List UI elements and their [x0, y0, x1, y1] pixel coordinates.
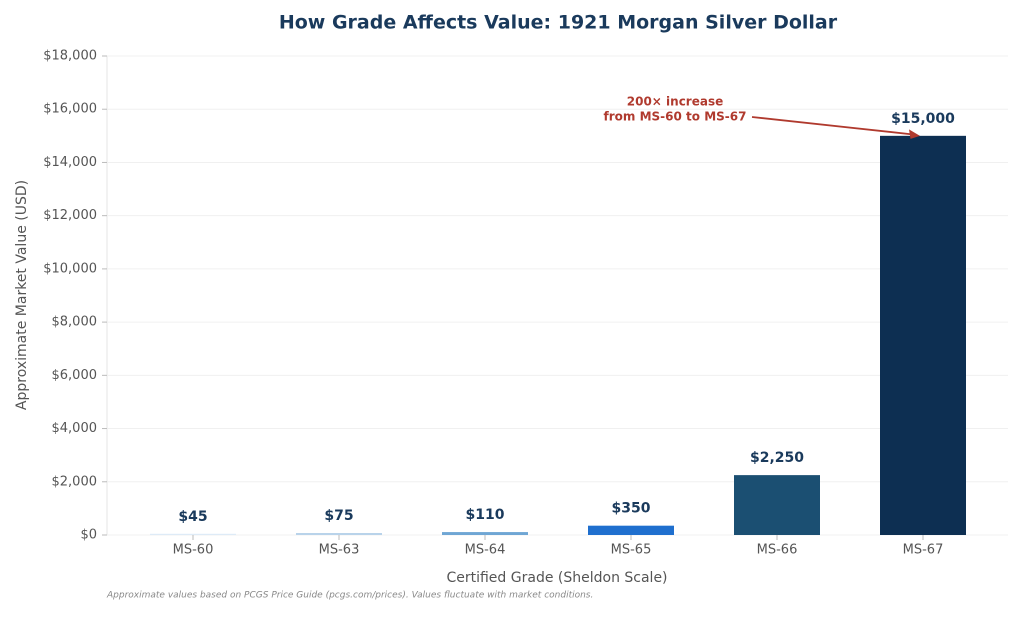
x-tick-label: MS-67: [903, 543, 944, 558]
x-tick-label: MS-63: [319, 543, 360, 558]
y-tick-label: $10,000: [43, 261, 97, 276]
annotation: from MS-60 to MS-67: [604, 110, 747, 124]
value-label: $2,250: [750, 450, 804, 466]
x-tick-label: MS-65: [611, 543, 652, 558]
x-tick-label: MS-66: [757, 543, 798, 558]
x-axis-label: Certified Grade (Sheldon Scale): [446, 570, 667, 586]
y-tick-label: $16,000: [43, 102, 97, 117]
footnote: Approximate values based on PCGS Price G…: [106, 591, 593, 601]
bar: [588, 525, 674, 535]
y-tick-label: $14,000: [43, 155, 97, 170]
y-tick-label: $18,000: [43, 49, 97, 64]
value-label: $110: [466, 507, 505, 523]
annotation-arrow: [751, 116, 913, 136]
bar: [442, 532, 528, 535]
y-tick-label: $0: [80, 528, 97, 543]
y-tick-label: $8,000: [52, 315, 98, 330]
value-label: $350: [612, 501, 651, 517]
bar: [734, 475, 820, 535]
bar: [150, 533, 236, 535]
y-axis-label: Approximate Market Value (USD): [14, 180, 30, 410]
x-tick-label: MS-60: [173, 543, 214, 558]
y-tick-label: $4,000: [52, 421, 98, 436]
x-tick-label: MS-64: [465, 543, 506, 558]
y-tick-label: $12,000: [43, 208, 97, 223]
y-tick-label: $2,000: [52, 474, 98, 489]
annotation-arrowhead: [909, 129, 920, 139]
bar: [880, 135, 966, 536]
bar: [296, 533, 382, 535]
annotation: 200× increase: [627, 95, 724, 109]
value-label: $15,000: [891, 111, 955, 127]
y-tick-label: $6,000: [52, 368, 98, 383]
value-label: $75: [324, 508, 353, 524]
value-label: $45: [178, 509, 207, 525]
chart-title: How Grade Affects Value: 1921 Morgan Sil…: [279, 12, 838, 34]
